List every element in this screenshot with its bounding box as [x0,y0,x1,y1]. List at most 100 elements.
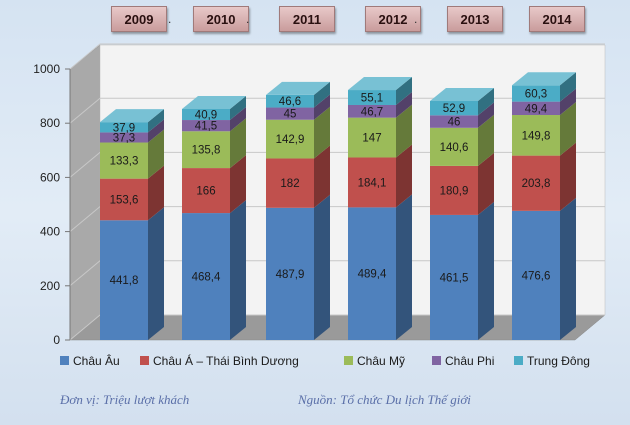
bar-segment [430,214,478,340]
legend-label: Trung Đông [527,354,590,368]
legend-item: Châu Á – Thái Bình Dương [140,353,299,368]
bar-segment-side [314,81,330,108]
y-tick-label: 200 [40,279,60,293]
bar-segment [266,94,314,108]
bar-segment-side [314,106,330,159]
year-tab-2010: 2010 [193,6,249,32]
bar-segment [100,122,148,133]
year-separator: . [246,12,250,26]
bar-segment [100,132,148,143]
data-label: 182 [280,178,299,190]
data-label: 166 [196,186,215,198]
bar-segment-top [100,109,164,123]
bar-segment [182,168,230,214]
bar-segment [512,155,560,211]
bar-segment-top [348,77,412,91]
legend-swatch [140,356,149,365]
legend-item: Châu Phi [432,354,494,368]
bar-segment-side [148,119,164,143]
bar-segment [266,119,314,159]
legend-item: Châu Âu [60,353,120,368]
bar-segment-side [314,145,330,208]
bar-segment [348,104,396,118]
data-label: 46 [448,117,461,129]
bar-segment-side [230,155,246,214]
data-label: 52,9 [443,103,465,115]
data-label: 180,9 [440,185,469,197]
bar-segment-side [560,72,576,102]
bar-segment [430,127,478,166]
bar-segment [100,142,148,179]
source-note: Nguồn: Tổ chức Du lịch Thế giới [298,392,471,407]
bar-stack-2009: 441,8 153,6 133,3 37,337,9 [100,109,164,340]
bar-segment [100,178,148,221]
legend-swatch [60,356,69,365]
bar-segment [430,115,478,128]
data-label: 40,9 [195,109,217,121]
bar-segment [182,131,230,169]
data-label: 203,8 [522,178,551,190]
bar-segment [512,210,560,340]
bar-segment [266,158,314,208]
y-tick-label: 600 [40,170,60,184]
data-label: 135,8 [192,145,221,157]
data-label: 133,3 [110,156,139,168]
bar-segment-side [560,197,576,340]
bar-segment [182,120,230,132]
bar-stack-2010: 468,4 166 135,8 41,540,9 [182,95,246,340]
bar-segment-side [396,194,412,340]
bar-segment [348,207,396,340]
bar-segment [430,165,478,215]
legend-label: Châu Phi [445,354,494,368]
legend-swatch [432,356,441,365]
bar-segment-side [148,109,164,133]
bar-segment-side [314,194,330,340]
bar-segment-side [230,107,246,132]
bar-segment-side [478,114,494,166]
data-label: 149,8 [522,130,551,142]
y-tick-label: 800 [40,116,60,130]
bars: 441,8 153,6 133,3 37,337,9 468,4 166 135,8 41,5… [100,72,576,340]
data-label: 37,3 [113,132,135,144]
data-label: 142,9 [276,134,305,146]
bar-segment-side [396,104,412,158]
bar-segment-side [478,152,494,215]
year-tab-2013: 2013 [447,6,503,32]
bar-segment [266,107,314,120]
data-label: 55,1 [361,93,383,105]
legend-label: Châu Âu [73,353,120,368]
data-label: 37,9 [113,122,135,134]
year-tab-2011: 2011 [279,6,335,32]
legend-item: Trung Đông [514,354,590,368]
data-label: 46,6 [279,96,301,108]
bar-segment-side [396,77,412,105]
bar-segment-side [148,207,164,340]
bar-segment [512,115,560,156]
legend-swatch [514,356,523,365]
data-label: 153,6 [110,194,139,206]
data-label: 41,5 [195,121,217,133]
data-label: 140,6 [440,142,469,154]
left-wall [69,44,101,341]
bar-segment-side [478,102,494,128]
data-label: 468,4 [192,272,221,284]
y-tick-label: 0 [53,333,60,347]
y-tick-label: 1000 [33,62,60,76]
bar-segment-top [182,95,246,109]
bar-segment-side [230,95,246,121]
data-label: 45 [284,109,297,121]
bar-segment-side [314,94,330,120]
bar-segment-top [512,72,576,86]
legend-swatch [344,356,353,365]
bar-segment [512,101,560,116]
bar-segment [430,101,478,116]
legend-item: Châu Mỹ [344,354,405,368]
bar-segment-side [560,142,576,211]
bar-segment-top [266,81,330,95]
data-label: 184,1 [358,177,387,189]
y-tick-label: 400 [40,225,60,239]
bar-segment [348,90,396,105]
year-separator: . [168,12,172,26]
bar-segment-side [230,200,246,340]
bar-segment-side [396,91,412,118]
